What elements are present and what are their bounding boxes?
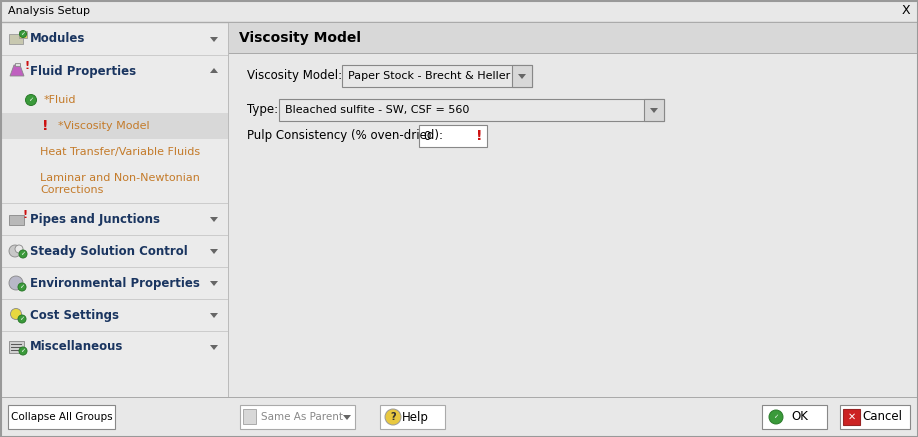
Polygon shape <box>210 249 218 254</box>
FancyBboxPatch shape <box>243 409 256 424</box>
Bar <box>0 331 228 332</box>
Polygon shape <box>650 108 658 113</box>
Text: ✓: ✓ <box>19 284 25 289</box>
Polygon shape <box>10 65 24 76</box>
Bar <box>19 31 27 38</box>
FancyBboxPatch shape <box>8 405 115 429</box>
Bar <box>0 0 918 22</box>
Text: Pulp Consistency (% oven-dried):: Pulp Consistency (% oven-dried): <box>247 129 443 142</box>
Bar <box>0 113 228 139</box>
Text: Environmental Properties: Environmental Properties <box>30 277 200 289</box>
Text: OK: OK <box>791 410 809 423</box>
FancyBboxPatch shape <box>419 125 487 147</box>
Bar <box>228 23 918 397</box>
Bar <box>0 397 918 398</box>
Text: Cancel: Cancel <box>862 410 902 423</box>
Polygon shape <box>210 281 218 286</box>
Text: ✓: ✓ <box>20 348 26 354</box>
Text: Paper Stock - Brecht & Heller: Paper Stock - Brecht & Heller <box>348 71 510 81</box>
Text: Viscosity Model:: Viscosity Model: <box>247 69 342 83</box>
Circle shape <box>9 276 23 290</box>
Text: Help: Help <box>401 410 429 423</box>
Text: Analysis Setup: Analysis Setup <box>8 6 90 16</box>
Text: !: ! <box>25 61 29 71</box>
Circle shape <box>19 31 27 38</box>
Polygon shape <box>210 68 218 73</box>
Bar <box>229 23 918 53</box>
Text: ✓: ✓ <box>773 415 778 420</box>
Text: Miscellaneous: Miscellaneous <box>30 340 123 354</box>
Text: Bleached sulfite - SW, CSF = 560: Bleached sulfite - SW, CSF = 560 <box>285 105 469 115</box>
Circle shape <box>26 94 37 105</box>
FancyBboxPatch shape <box>8 341 24 353</box>
Circle shape <box>15 245 23 253</box>
FancyBboxPatch shape <box>279 99 664 121</box>
Polygon shape <box>210 217 218 222</box>
Polygon shape <box>210 37 218 42</box>
Circle shape <box>19 347 27 355</box>
Bar <box>0 235 228 236</box>
Text: Laminar and Non-Newtonian
Corrections: Laminar and Non-Newtonian Corrections <box>40 173 200 195</box>
Bar <box>15 63 20 66</box>
Text: ✓: ✓ <box>20 252 26 257</box>
Text: ✓: ✓ <box>19 316 25 322</box>
Text: Fluid Properties: Fluid Properties <box>30 65 136 77</box>
Polygon shape <box>343 415 351 420</box>
Text: *Viscosity Model: *Viscosity Model <box>58 121 150 131</box>
Text: Cost Settings: Cost Settings <box>30 309 119 322</box>
Circle shape <box>18 283 26 291</box>
Text: *Fluid: *Fluid <box>44 95 76 105</box>
Circle shape <box>18 315 26 323</box>
Bar <box>0 398 918 437</box>
FancyBboxPatch shape <box>8 215 24 225</box>
Bar <box>0 22 918 23</box>
Bar <box>0 203 228 204</box>
Polygon shape <box>518 74 526 79</box>
Bar <box>228 23 229 397</box>
Circle shape <box>19 250 27 258</box>
FancyBboxPatch shape <box>644 99 664 121</box>
FancyBboxPatch shape <box>240 405 355 429</box>
Text: 0: 0 <box>423 129 431 142</box>
FancyBboxPatch shape <box>843 409 860 425</box>
Circle shape <box>10 309 21 319</box>
Polygon shape <box>210 345 218 350</box>
Text: !: ! <box>41 119 49 133</box>
Text: Modules: Modules <box>30 32 85 45</box>
Bar <box>0 55 228 56</box>
Text: Type:: Type: <box>247 104 278 117</box>
Text: !: ! <box>22 210 28 220</box>
Text: ?: ? <box>390 412 396 422</box>
Text: Pipes and Junctions: Pipes and Junctions <box>30 212 160 225</box>
Bar <box>0 23 228 397</box>
FancyBboxPatch shape <box>762 405 827 429</box>
Text: ✕: ✕ <box>847 412 856 422</box>
FancyBboxPatch shape <box>840 405 910 429</box>
Circle shape <box>385 409 401 425</box>
Circle shape <box>9 245 21 257</box>
Text: X: X <box>901 4 910 17</box>
Text: Collapse All Groups: Collapse All Groups <box>11 412 112 422</box>
Polygon shape <box>210 313 218 318</box>
Bar <box>0 299 228 300</box>
Text: Viscosity Model: Viscosity Model <box>239 31 361 45</box>
FancyBboxPatch shape <box>8 34 23 44</box>
FancyBboxPatch shape <box>342 65 532 87</box>
Text: Same As Parent: Same As Parent <box>261 412 343 422</box>
Text: !: ! <box>476 129 482 143</box>
Text: Steady Solution Control: Steady Solution Control <box>30 244 188 257</box>
Circle shape <box>769 410 783 424</box>
Text: ✓: ✓ <box>28 97 34 103</box>
Bar <box>0 267 228 268</box>
Text: ✓: ✓ <box>20 31 26 37</box>
Text: Heat Transfer/Variable Fluids: Heat Transfer/Variable Fluids <box>40 147 200 157</box>
FancyBboxPatch shape <box>380 405 445 429</box>
FancyBboxPatch shape <box>512 65 532 87</box>
Bar <box>229 53 918 54</box>
